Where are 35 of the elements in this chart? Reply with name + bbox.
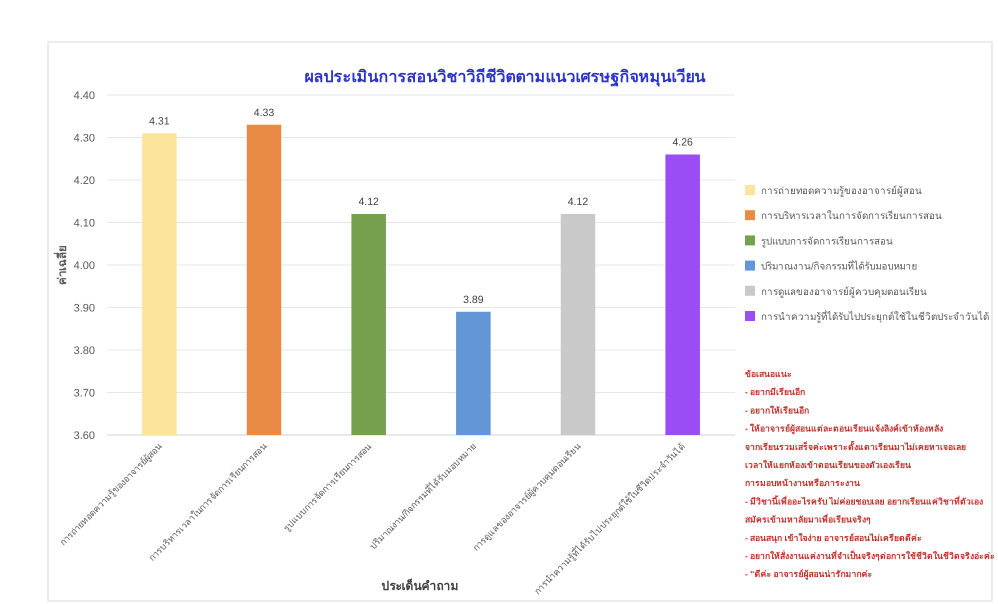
ytick: 3.90 [74,302,95,314]
data-label: 4.12 [358,196,379,208]
data-label: 4.12 [568,196,588,208]
annotation: สมัครเข้ามหาลัยมาเพื่อเรียนจริงๆ [745,514,871,525]
annotation: - มีวิชานี้เพื่ออะไรครับ ไม่ค่อยชอบเลย อยากเรียนแค่วิชาที่ตัวเอง [745,496,983,506]
annotation: - สอนสนุก เข้าใจง่าย อาจารย์สอนไม่เครียดดีค่ะ [745,532,922,543]
ytick: 4.40 [74,90,95,102]
data-label: 4.26 [672,136,693,148]
legend-label: การดูแลของอาจารย์ผู้ควบคุมตอนเรียน [761,286,927,298]
legend-label: การบริหารเวลาในการจัดการเรียนการสอน [761,211,942,222]
annotation: - ให้อาจารย์ผู้สอนแต่ละตอนเรียนแจ้งลิงค์เข้าห้องหลัง [745,424,944,434]
annotation: - "ดีค่ะ อาจารย์ผู้สอนน่ารักมากค่ะ [745,569,873,580]
data-label: 4.33 [254,106,274,119]
data-label: 4.31 [149,115,170,128]
data-label: 3.89 [463,294,484,306]
ytick: 4.10 [74,218,95,230]
annotation: - อยากมีเรียนอีก [745,387,806,398]
annotation: - อยากให้เรียนอีก [745,405,810,416]
legend-label: รูปแบบการจัดการเรียนการสอน [761,236,893,248]
ytick: 3.70 [74,388,95,400]
ytick: 3.80 [74,345,95,357]
annotation: เวลาให้แยกห้องเข้าตอนเรียนของตัวเองเรียน [745,460,911,470]
ytick: 4.00 [74,260,95,272]
annotation: จากเรียนรวมเสร็จค่ะเพราะตั้งแตาเรียนมาไม่เคยหาเจอเลย [745,442,966,452]
ytick: 3.60 [74,430,95,442]
title: ผลประเมินการสอนวิชาวิถีชีวิตตามแนวเศรษฐกิจหมุนเวียน [304,69,706,86]
ytick: 4.30 [74,132,95,144]
legend-label: การนำความรู้ที่ได้รับไปประยุกต์ใช้ในชีวิตประจำวันได้ [761,312,989,323]
annotation: ข้อเสนอแนะ [745,369,792,379]
annotation: - อยากให้สั่งงานแค่งานที่จำเป็นจริงๆต่อการใช้ชีวิตในชีวิตจริงอ่ะค่ะ [745,551,996,561]
legend-label: ปริมาณงาน/กิจกรรมที่ได้รับมอบหมาย [761,262,918,273]
ytick: 4.20 [74,175,95,187]
annotation: การมอบหน้างานหรือภาระงาน [745,478,860,488]
xlabel: ประเด็นคำถาม [382,579,458,593]
legend-label: การถ่ายทอดความรู้ของอาจารย์ผู้สอน [761,186,922,197]
